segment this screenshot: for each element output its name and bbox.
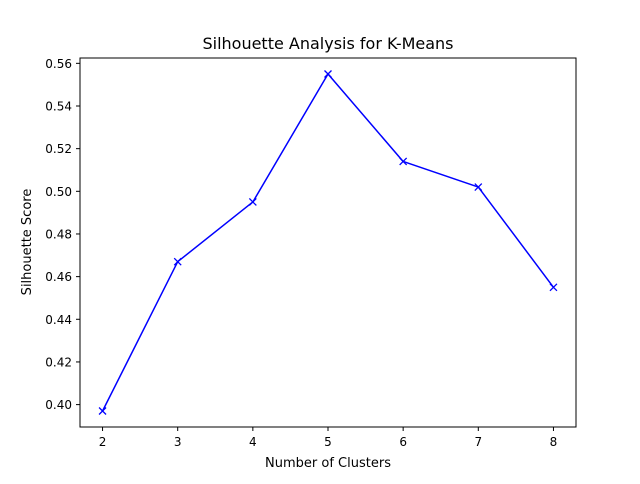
x-tick-label: 8: [550, 435, 558, 449]
x-tick-label: 5: [324, 435, 332, 449]
y-tick-label: 0.56: [45, 57, 72, 71]
y-tick-label: 0.50: [45, 185, 72, 199]
y-tick-label: 0.44: [45, 313, 72, 327]
x-tick-label: 2: [99, 435, 107, 449]
y-tick-label: 0.40: [45, 398, 72, 412]
x-tick-label: 4: [249, 435, 257, 449]
data-point-x-marker: [248, 198, 257, 206]
x-tick-label: 6: [399, 435, 407, 449]
data-point-x-marker: [98, 407, 107, 415]
plot-area-frame: [79, 57, 577, 428]
y-tick-label: 0.48: [45, 227, 72, 241]
y-tick-label: 0.52: [45, 142, 72, 156]
x-axis-label: Number of Clusters: [265, 456, 391, 471]
y-tick-label: 0.46: [45, 270, 72, 284]
data-point-x-marker: [173, 257, 182, 266]
y-axis-label: Silhouette Score: [20, 189, 35, 296]
data-point-markers: [98, 70, 558, 415]
x-tick-label: 7: [474, 435, 482, 449]
y-axis-ticks: 0.40 0.42 0.44 0.46 0.48 0.50 0.52 0.54 0.56: [45, 57, 80, 412]
data-point-x-marker: [399, 157, 408, 166]
chart-title: Silhouette Analysis for K-Means: [202, 34, 453, 53]
data-point-x-marker: [324, 70, 332, 78]
data-point-x-marker: [549, 283, 558, 292]
x-tick-label: 3: [174, 435, 182, 449]
data-point-x-marker: [474, 183, 483, 192]
x-axis-ticks: 2 3 4 5 6 7 8: [99, 427, 558, 449]
y-tick-label: 0.42: [45, 355, 72, 369]
y-tick-label: 0.54: [45, 99, 72, 113]
